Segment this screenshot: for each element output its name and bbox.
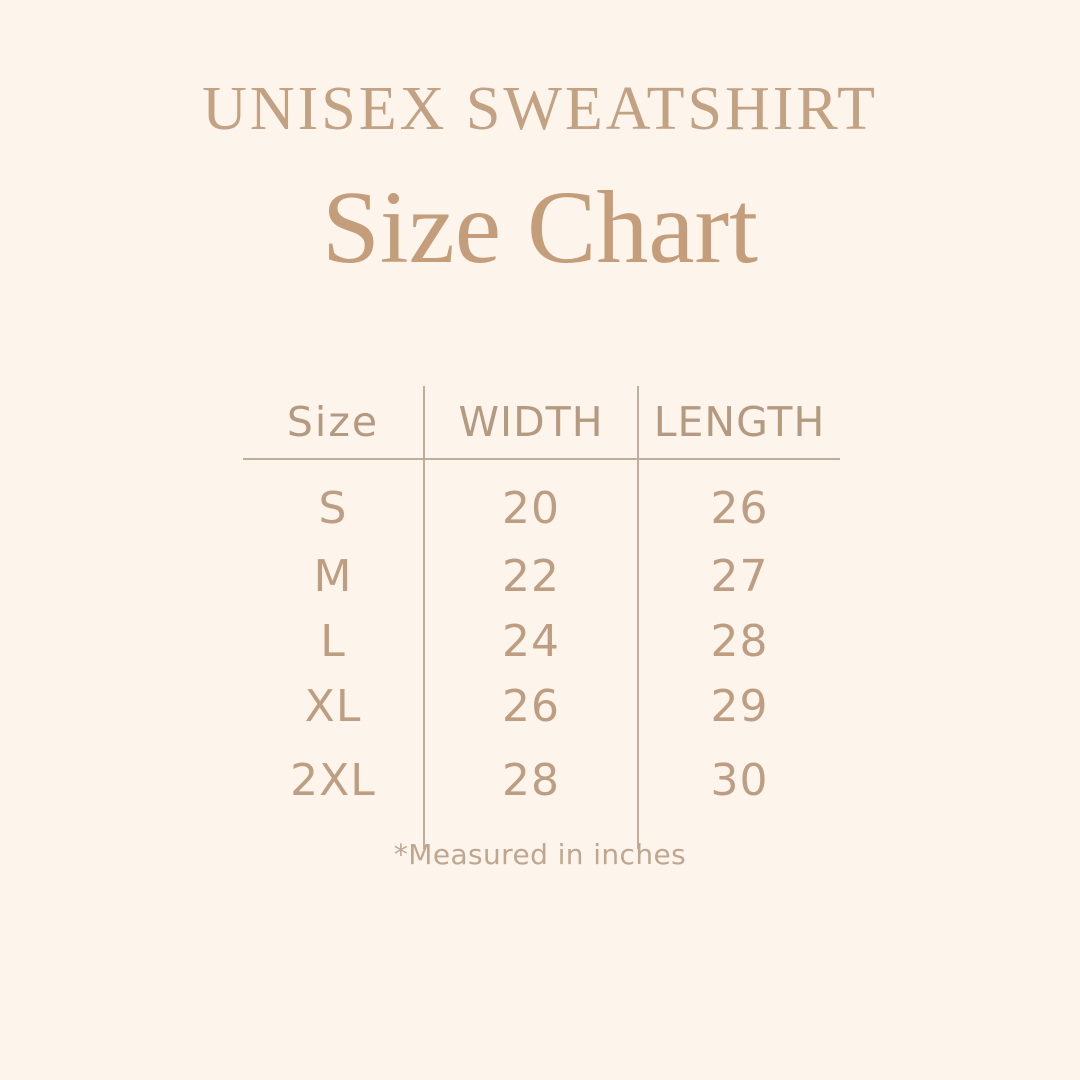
measurement-footnote: *Measured in inches [393, 838, 687, 871]
table-row: 2XL 28 30 [243, 739, 840, 849]
header-divider-length [637, 458, 840, 460]
cell-size: XL [304, 680, 362, 732]
column-header-width: WIDTH [423, 386, 638, 458]
header-divider [243, 458, 840, 460]
cell-size: 2XL [290, 755, 376, 806]
cell-length: 29 [637, 674, 840, 739]
cell-size: L [320, 615, 346, 667]
table-row: M 22 27 [243, 544, 840, 609]
cell-width: 24 [423, 609, 638, 674]
page-title: UNISEX SWEATSHIRT [202, 75, 878, 143]
header-divider-width [423, 458, 638, 460]
size-table-container: Size WIDTH LENGTH S 20 26 M 2 [243, 386, 840, 849]
cell-length: 30 [637, 739, 840, 849]
cell-length: 27 [637, 544, 840, 609]
cell-width: 22 [423, 544, 638, 609]
cell-size: M [313, 550, 353, 602]
cell-size: S [318, 483, 348, 534]
page-subtitle: Size Chart [321, 170, 759, 285]
cell-width: 26 [423, 674, 638, 739]
cell-length: 28 [637, 609, 840, 674]
column-header-length: LENGTH [637, 386, 840, 458]
header-divider-size [243, 458, 424, 460]
cell-length: 26 [637, 460, 840, 544]
column-header-size: Size [286, 397, 380, 446]
cell-width: 20 [423, 460, 638, 544]
size-table: Size WIDTH LENGTH S 20 26 M 2 [243, 386, 840, 849]
table-row: XL 26 29 [243, 674, 840, 739]
cell-width: 28 [423, 739, 638, 849]
table-row: S 20 26 [243, 460, 840, 544]
table-header-row: Size WIDTH LENGTH [243, 386, 840, 458]
table-row: L 24 28 [243, 609, 840, 674]
heading-block: UNISEX SWEATSHIRT Size Chart [0, 78, 1080, 284]
